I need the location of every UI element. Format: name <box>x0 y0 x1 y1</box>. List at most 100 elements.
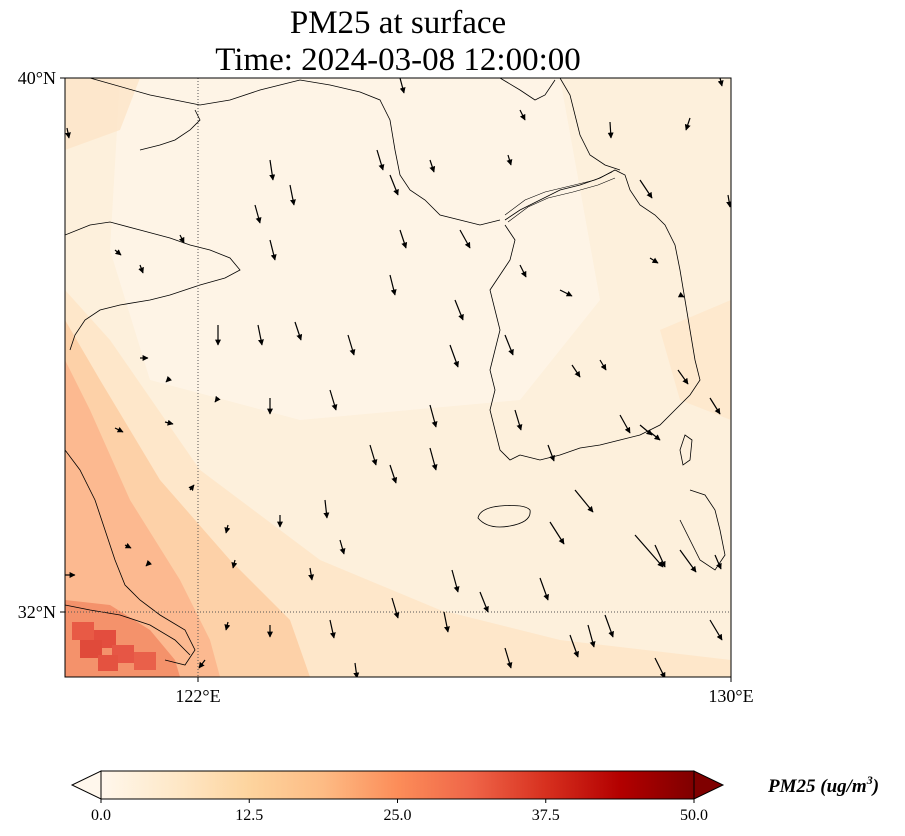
wind-arrow <box>654 544 666 568</box>
wind-arrow <box>619 414 631 434</box>
colorbar-tick-label: 0.0 <box>91 807 111 824</box>
wind-arrow <box>138 264 144 274</box>
wind-arrows <box>65 78 731 677</box>
colorbar-ticks: 0.0 12.5 25.0 37.5 50.0 <box>91 799 708 824</box>
wind-arrow <box>231 559 238 569</box>
wind-arrow <box>308 567 315 581</box>
lon-label-122: 122°E <box>175 686 220 706</box>
wind-arrow <box>339 539 346 555</box>
wind-arrow <box>709 619 723 641</box>
wind-arrow <box>709 397 721 415</box>
lon-label-130: 130°E <box>708 686 753 706</box>
wind-arrow <box>569 634 579 658</box>
wind-arrow <box>391 597 400 619</box>
wind-arrow <box>329 389 338 411</box>
colorbar-tick-label: 25.0 <box>384 807 412 824</box>
wind-arrow <box>145 560 152 567</box>
wind-arrow <box>269 159 276 181</box>
wind-arrow <box>571 364 581 378</box>
lat-label-32: 32°N <box>18 602 56 622</box>
pm25-north-haze <box>65 78 140 150</box>
wind-arrow <box>549 521 565 545</box>
wind-arrow <box>165 376 172 383</box>
map-frame <box>64 77 732 678</box>
wind-arrow <box>504 647 513 669</box>
wind-arrow <box>214 395 221 403</box>
wind-arrow <box>65 127 71 139</box>
wind-arrow <box>679 549 697 573</box>
border-china-korea-2 <box>507 177 616 223</box>
wind-arrow <box>506 154 513 166</box>
wind-arrow <box>654 657 666 677</box>
wind-arrow <box>639 424 653 436</box>
wind-arrow <box>599 359 607 371</box>
wind-arrow <box>574 489 594 513</box>
wind-arrow <box>114 426 124 433</box>
wind-arrow <box>429 447 438 471</box>
tsushima <box>679 434 693 466</box>
wind-arrow <box>254 204 262 224</box>
wind-arrow <box>198 659 206 669</box>
border-china-korea <box>504 171 613 216</box>
wind-arrow <box>389 274 397 296</box>
wind-arrow <box>353 662 360 677</box>
coast-yangtze <box>65 604 191 656</box>
wind-arrow <box>429 159 436 173</box>
wind-arrow <box>514 409 523 431</box>
colorbar-extend-low <box>70 770 102 800</box>
wind-arrow <box>604 614 614 638</box>
wind-arrow <box>178 234 185 244</box>
colorbar-label: PM25 (ug/m3) <box>767 773 879 797</box>
wind-arrow <box>459 229 471 249</box>
wind-arrow <box>376 149 385 171</box>
coast-liaodong <box>89 78 501 226</box>
jeju-island <box>477 505 531 528</box>
colorbar: 0.0 12.5 25.0 37.5 50.0 PM25 (ug/m3) <box>70 770 879 824</box>
wind-arrow <box>504 334 514 356</box>
coastlines <box>65 78 726 666</box>
pm25-hotspot-cells <box>72 622 156 671</box>
wind-arrow <box>559 289 573 297</box>
wind-arrow <box>449 344 459 368</box>
coast-korea-west <box>489 224 521 461</box>
map-title-line2: Time: 2024-03-08 12:00:00 <box>215 42 580 78</box>
wind-arrow <box>677 369 689 385</box>
coast-shandong <box>65 221 241 351</box>
wind-arrow <box>389 464 398 484</box>
colorbar-tick-label: 37.5 <box>532 807 560 824</box>
wind-arrow <box>224 524 231 534</box>
colorbar-tick-label: 12.5 <box>235 807 263 824</box>
wind-arrow <box>649 257 659 264</box>
wind-arrow <box>389 174 399 196</box>
wind-arrow <box>443 611 450 633</box>
coast-manchuria <box>499 78 556 101</box>
wind-arrow <box>369 444 378 466</box>
wind-arrow <box>454 299 464 321</box>
wind-arrow <box>114 249 122 256</box>
wind-arrow <box>717 78 724 87</box>
wind-arrow <box>399 78 406 94</box>
coast-bohai-west <box>139 109 201 151</box>
wind-arrow <box>124 542 132 549</box>
wind-arrow <box>289 184 296 206</box>
wind-arrow <box>539 577 549 601</box>
wind-arrow <box>451 569 460 593</box>
wind-arrow <box>479 591 489 613</box>
colorbar-extend-high <box>693 770 725 800</box>
colorbar-body <box>100 770 695 800</box>
wind-arrow <box>634 534 664 568</box>
map-title-line1: PM25 at surface <box>290 5 506 41</box>
wind-arrow <box>429 404 438 428</box>
pm25-east-haze <box>660 300 731 420</box>
map-plot-area <box>65 78 731 677</box>
wind-arrow <box>323 499 330 519</box>
wind-arrow <box>714 554 722 570</box>
wind-arrow <box>399 229 408 249</box>
wind-arrow <box>607 121 614 139</box>
wind-arrow <box>347 334 356 356</box>
wind-arrow <box>547 444 555 462</box>
wind-arrow <box>188 484 195 492</box>
wind-arrow <box>677 291 685 298</box>
wind-arrow <box>269 239 277 261</box>
